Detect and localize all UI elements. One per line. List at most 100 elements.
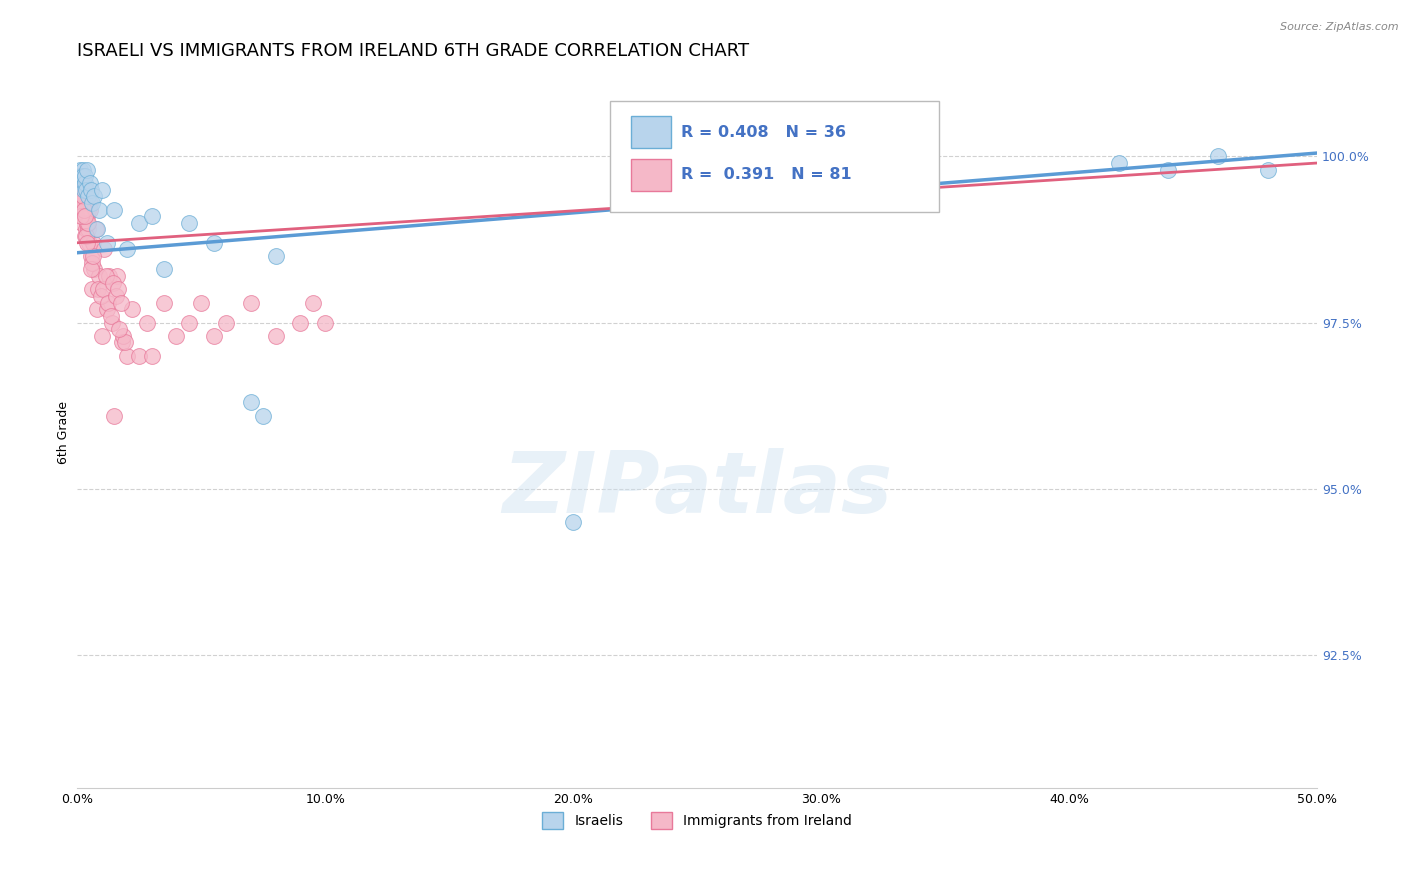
Point [76, 235, 98, 250]
Point [70, 209, 93, 223]
Point [77, 222, 100, 236]
Point [79, 176, 101, 190]
Point [115, 349, 138, 363]
Point [77, 189, 100, 203]
Point [72, 189, 94, 203]
Point [76, 162, 98, 177]
Point [75, 229, 97, 244]
Point [75, 209, 97, 223]
Point [73, 229, 96, 244]
Point [104, 289, 127, 303]
Point [141, 209, 163, 223]
Point [70, 216, 93, 230]
Point [75, 202, 97, 217]
Y-axis label: 6th Grade: 6th Grade [58, 401, 70, 464]
Point [105, 268, 128, 283]
Point [190, 295, 212, 310]
Point [86, 222, 108, 236]
Point [75, 222, 97, 236]
Point [128, 216, 150, 230]
Text: ISRAELI VS IMMIGRANTS FROM IRELAND 6TH GRADE CORRELATION CHART: ISRAELI VS IMMIGRANTS FROM IRELAND 6TH G… [77, 42, 749, 60]
Point [107, 282, 129, 296]
Point [73, 189, 96, 203]
Point [90, 183, 112, 197]
Point [69, 195, 91, 210]
Point [72, 189, 94, 203]
FancyBboxPatch shape [610, 102, 939, 211]
Point [97, 295, 120, 310]
Point [98, 268, 121, 283]
Point [153, 262, 176, 277]
Point [67, 169, 90, 184]
Text: ZIPatlas: ZIPatlas [502, 448, 893, 531]
Point [76, 209, 98, 223]
Point [128, 349, 150, 363]
Point [96, 235, 118, 250]
Point [82, 249, 104, 263]
Point [290, 316, 312, 330]
Point [76, 202, 98, 217]
Point [90, 289, 112, 303]
Point [90, 328, 112, 343]
Legend: Israelis, Immigrants from Ireland: Israelis, Immigrants from Ireland [537, 806, 858, 834]
Point [89, 202, 111, 217]
Point [135, 316, 157, 330]
Point [73, 183, 96, 197]
Text: R =  0.391   N = 81: R = 0.391 N = 81 [681, 167, 852, 182]
Point [141, 349, 163, 363]
Point [121, 302, 143, 317]
Point [110, 295, 132, 310]
Point [83, 262, 105, 277]
Point [80, 249, 103, 263]
Point [73, 176, 96, 190]
Point [75, 183, 97, 197]
Point [810, 189, 832, 203]
Point [69, 189, 91, 203]
Point [103, 202, 125, 217]
Point [111, 328, 134, 343]
Point [77, 216, 100, 230]
Point [93, 243, 115, 257]
Point [72, 162, 94, 177]
Point [96, 302, 118, 317]
Point [67, 183, 90, 197]
Point [239, 395, 262, 409]
Point [70, 176, 93, 190]
Point [111, 335, 134, 350]
Point [72, 183, 94, 197]
Point [1157, 162, 1180, 177]
Point [73, 202, 96, 217]
Point [80, 262, 103, 277]
Point [69, 169, 91, 184]
Point [101, 276, 124, 290]
Point [73, 169, 96, 184]
Bar [631, 116, 671, 148]
Point [100, 309, 122, 323]
Point [239, 295, 262, 310]
Point [562, 515, 585, 529]
Point [1108, 156, 1130, 170]
Point [177, 316, 200, 330]
Point [115, 243, 138, 257]
Point [80, 195, 103, 210]
Bar [631, 159, 671, 191]
Point [69, 169, 91, 184]
Point [114, 335, 136, 350]
Point [79, 202, 101, 217]
Text: Source: ZipAtlas.com: Source: ZipAtlas.com [1281, 22, 1399, 32]
Point [177, 216, 200, 230]
Point [252, 409, 274, 423]
Point [202, 235, 225, 250]
Point [314, 316, 336, 330]
Point [67, 176, 90, 190]
Point [72, 169, 94, 184]
Point [264, 249, 287, 263]
Text: R = 0.408   N = 36: R = 0.408 N = 36 [681, 125, 846, 139]
Point [69, 176, 91, 190]
Point [80, 256, 103, 270]
Point [69, 162, 91, 177]
Point [89, 268, 111, 283]
Point [80, 183, 103, 197]
Point [215, 316, 238, 330]
Point [264, 328, 287, 343]
